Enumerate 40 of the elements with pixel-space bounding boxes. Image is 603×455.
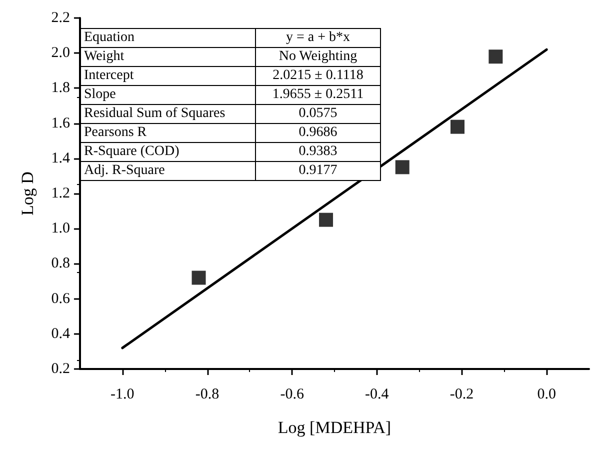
point: [450, 120, 465, 134]
y-tick-label: 0.2: [51, 361, 70, 377]
annotation: 0.0575: [256, 104, 380, 124]
y-tick-label: 2.2: [51, 10, 70, 26]
annotation: 0.9686: [256, 124, 380, 142]
y-tick-label: 1.0: [51, 220, 70, 237]
y-tick-label: 1.2: [51, 186, 70, 202]
x-tick-label: -0.8: [195, 386, 220, 402]
x-tick-label: -0.4: [365, 386, 390, 402]
annotation: Pearsons R: [80, 124, 256, 142]
x-axis-title: Log [MDEHPA]: [278, 418, 392, 437]
point: [319, 212, 334, 227]
x-tick-label: -1.0: [110, 386, 134, 402]
x-tick-label: -0.6: [280, 386, 304, 402]
y-tick-label: 1.4: [51, 150, 70, 166]
annotation: R-Square (COD): [80, 142, 256, 162]
point: [192, 270, 206, 285]
annotation: Residual Sum of Squares: [80, 104, 256, 124]
y-tick-label: 2.0: [51, 45, 70, 62]
x-tick-label: 0.0: [537, 386, 556, 402]
annotation: Weight: [80, 48, 256, 66]
annotation: y = a + b*x: [256, 28, 380, 48]
annotation: Intercept: [80, 66, 256, 86]
y-tick-label: 0.4: [51, 326, 70, 342]
y-tick-label: 0.8: [51, 256, 70, 272]
annotation: Equation: [80, 28, 256, 48]
annotation: Adj. R-Square: [80, 162, 256, 180]
x-tick-label: -0.2: [450, 386, 474, 402]
y-axis-title: Log D: [18, 172, 37, 216]
annotation: No Weighting: [256, 48, 380, 66]
point: [395, 160, 410, 174]
annotation: 1.9655 ± 0.2511: [256, 86, 380, 104]
annotation: 0.9177: [256, 162, 380, 180]
y-tick-label: 0.6: [51, 290, 70, 307]
y-tick-label: 1.8: [51, 80, 70, 96]
annotation: 2.0215 ± 0.1118: [256, 66, 380, 86]
annotation: 0.9383: [256, 142, 380, 162]
point: [488, 50, 503, 64]
annotation: Slope: [80, 86, 256, 104]
y-tick-label: 1.6: [51, 115, 70, 132]
